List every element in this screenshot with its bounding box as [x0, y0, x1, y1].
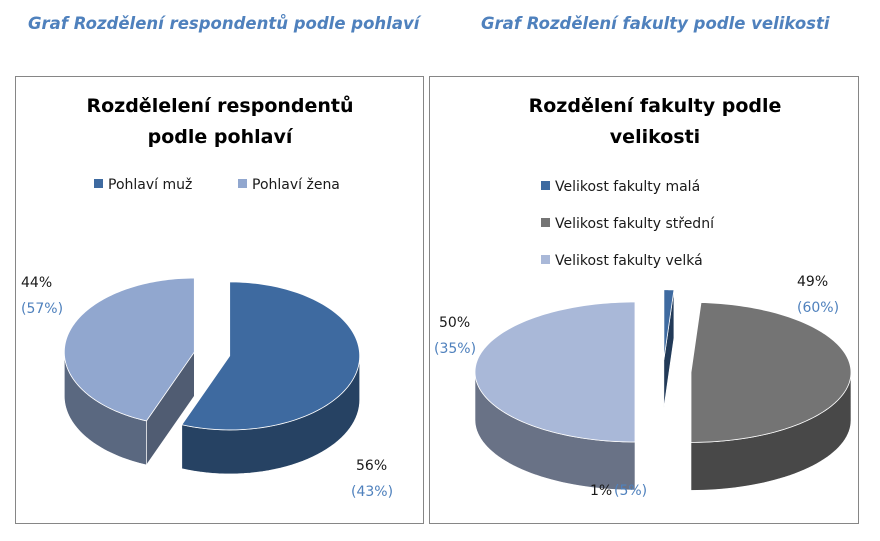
gender-chart-panel: Rozdělelení respondentů podle pohlaví Po…	[15, 76, 424, 524]
pie-slice-mala	[663, 289, 675, 360]
data-label-mala-secondary: (5%)	[614, 483, 647, 499]
chart-title-line-2: velikosti	[610, 126, 700, 148]
data-label-muz-secondary: (43%)	[351, 484, 393, 500]
data-label-zena-pct: 44%	[21, 275, 52, 291]
data-label-velka-pct: 50%	[439, 315, 470, 331]
legend-label-stredni: Velikost fakulty střední	[555, 216, 715, 232]
legend-label-muz: Pohlaví muž	[108, 177, 192, 193]
faculty-chart-svg: Rozdělení fakulty podle velikosti Veliko…	[434, 95, 852, 499]
legend-swatch-zena	[238, 179, 247, 188]
legend-label-velka: Velikost fakulty velká	[555, 253, 703, 269]
legend-swatch-mala	[541, 181, 550, 190]
pie-slice-zena	[63, 277, 195, 422]
data-label-stredni-pct: 49%	[797, 274, 828, 290]
legend-swatch-velka	[541, 255, 550, 264]
gender-pie	[63, 277, 361, 475]
caption-faculty-chart: Graf Rozdělení fakulty podle velikosti	[481, 14, 830, 33]
pie-slice-velka	[474, 301, 636, 443]
caption-gender-chart: Graf Rozdělení respondentů podle pohlaví	[28, 14, 420, 33]
legend-swatch-muz	[94, 179, 103, 188]
data-label-mala-pct: 1%	[590, 483, 612, 499]
legend-label-zena: Pohlaví žena	[252, 177, 340, 193]
data-label-velka-secondary: (35%)	[434, 341, 476, 357]
gender-chart-svg: Rozdělelení respondentů podle pohlaví Po…	[21, 94, 393, 500]
chart-title-line-1: Rozdělelení respondentů	[86, 94, 353, 117]
pie-slice-stredni	[690, 302, 852, 443]
faculty-chart-panel: Rozdělení fakulty podle velikosti Veliko…	[429, 76, 859, 524]
pie-slice-muz	[181, 281, 361, 431]
legend-label-mala: Velikost fakulty malá	[555, 179, 700, 195]
data-label-stredni-secondary: (60%)	[797, 300, 839, 316]
chart-title-line-1: Rozdělení fakulty podle	[529, 95, 782, 117]
legend-swatch-stredni	[541, 218, 550, 227]
chart-title-line-2: podle pohlaví	[148, 126, 294, 148]
data-label-zena-secondary: (57%)	[21, 301, 63, 317]
data-label-muz-pct: 56%	[356, 458, 387, 474]
faculty-pie	[474, 289, 852, 491]
